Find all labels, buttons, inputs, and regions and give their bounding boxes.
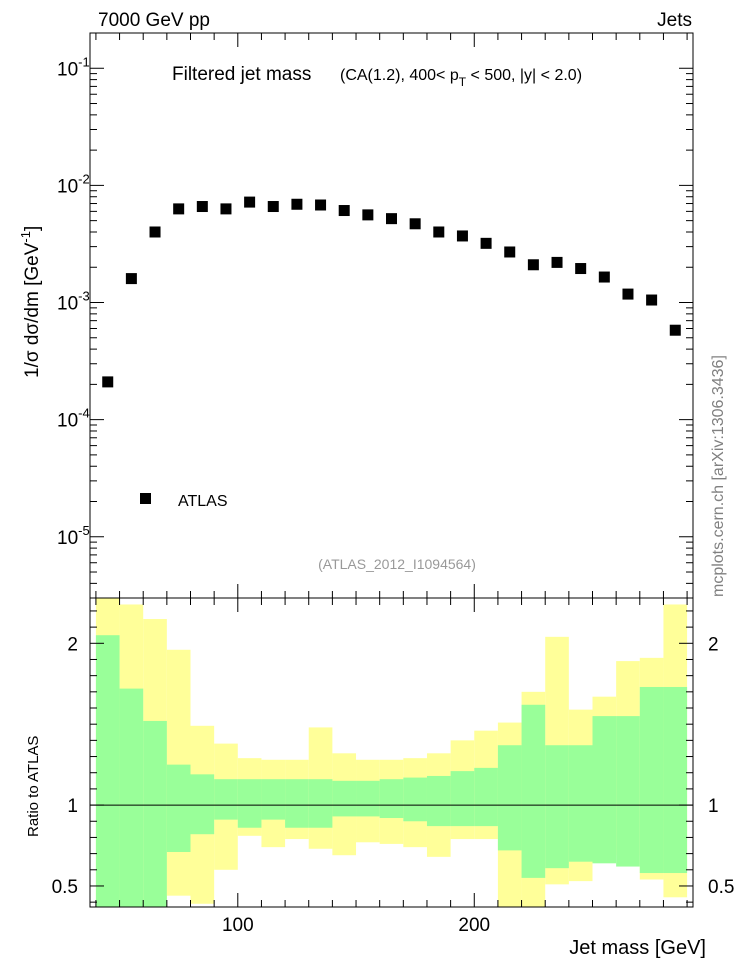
data-point xyxy=(669,324,681,336)
main-plot-panel: 10-1 10-2 10-3 10-4 10-5 Filtered jet mass (… xyxy=(18,32,694,599)
inner-band xyxy=(403,777,427,822)
data-point xyxy=(386,213,397,225)
inner-band xyxy=(663,686,688,874)
legend-label: ATLAS xyxy=(178,493,228,510)
inner-band xyxy=(545,745,569,869)
ratio-y-tick-labels: 0.5 0.5 1 1 2 2 xyxy=(52,634,735,898)
data-point xyxy=(149,226,161,238)
inner-band xyxy=(521,704,546,878)
y-tick-label: 10-4 xyxy=(57,406,90,432)
legend-marker xyxy=(140,493,151,504)
data-point xyxy=(315,199,327,211)
y-tick-label: 10-3 xyxy=(57,289,90,315)
y-tick-label: 10-1 xyxy=(57,54,90,80)
data-point xyxy=(575,263,587,275)
inner-band xyxy=(639,686,664,874)
ratio-bands xyxy=(95,598,688,907)
ratio-plot-frame xyxy=(89,597,694,908)
inner-band xyxy=(450,771,475,827)
inner-band xyxy=(616,716,640,867)
inner-band xyxy=(143,720,167,907)
chart-title: Filtered jet mass xyxy=(172,64,311,85)
data-point xyxy=(409,218,421,230)
data-point xyxy=(362,209,374,221)
x-tick-label: 200 xyxy=(458,915,490,936)
data-point xyxy=(244,196,256,208)
inner-band xyxy=(237,779,262,828)
data-point xyxy=(433,226,445,238)
inner-band xyxy=(214,779,238,820)
data-point xyxy=(267,201,279,213)
data-point xyxy=(598,271,610,283)
ratio-plot-panel: 0.5 0.5 1 1 2 2 100 200 Ratio to ATLAS Jet mas… xyxy=(25,597,735,959)
inner-band xyxy=(190,774,215,835)
main-plot-frame xyxy=(89,32,694,599)
data-point xyxy=(504,246,516,258)
data-point xyxy=(551,256,563,268)
ratio-tick-marks xyxy=(90,598,693,907)
data-point xyxy=(338,205,350,217)
main-y-tick-labels: 10-1 10-2 10-3 10-4 10-5 xyxy=(57,54,90,548)
ratio-y-tick-label-left: 1 xyxy=(67,796,78,817)
y-tick-label: 10-2 xyxy=(57,171,90,197)
data-point xyxy=(173,203,185,215)
source-watermark: mcplots.cern.ch [arXiv:1306.3436] xyxy=(710,355,727,597)
data-point xyxy=(196,201,208,213)
data-point xyxy=(291,198,303,210)
x-tick-labels: 100 200 xyxy=(222,915,490,936)
x-axis-label: Jet mass [GeV] xyxy=(569,937,706,959)
inner-band xyxy=(166,764,191,852)
ratio-y-tick-label-right: 0.5 xyxy=(708,877,734,898)
data-point xyxy=(646,294,658,306)
y-tick-label: 10-5 xyxy=(57,523,90,549)
inner-band xyxy=(497,745,522,851)
analysis-label: (ATLAS_2012_I1094564) xyxy=(318,556,476,572)
data-point xyxy=(622,288,634,300)
inner-band xyxy=(592,716,617,864)
y-axis-label: 1/σ dσ/dm [GeV-1] xyxy=(18,226,43,378)
energy-label: 7000 GeV pp xyxy=(98,10,210,31)
inner-band xyxy=(332,780,357,817)
data-point xyxy=(480,237,492,249)
inner-band xyxy=(308,779,333,828)
data-point xyxy=(102,376,114,388)
ratio-y-tick-label-left: 2 xyxy=(67,634,78,655)
process-label: Jets xyxy=(657,10,692,31)
inner-band xyxy=(474,767,498,827)
chart-subtitle: (CA(1.2), 400< pT < 500, |y| < 2.0) xyxy=(340,67,582,89)
x-tick-label: 100 xyxy=(222,915,254,936)
data-point xyxy=(220,203,232,215)
inner-band xyxy=(261,779,286,820)
ratio-y-tick-label-right: 2 xyxy=(708,634,719,655)
inner-band xyxy=(119,688,144,907)
ratio-y-tick-label-right: 1 xyxy=(708,796,719,817)
main-tick-marks xyxy=(90,32,693,599)
data-point xyxy=(125,273,137,285)
inner-band xyxy=(568,745,593,862)
ratio-y-tick-label-left: 0.5 xyxy=(52,877,78,898)
inner-band xyxy=(426,775,451,827)
data-point xyxy=(456,230,468,242)
inner-band xyxy=(95,635,120,907)
inner-band xyxy=(285,779,309,828)
inner-band xyxy=(379,779,404,819)
inner-band xyxy=(356,780,380,817)
ratio-y-axis-label: Ratio to ATLAS xyxy=(25,736,42,837)
data-points xyxy=(102,196,681,388)
data-point xyxy=(527,259,539,271)
